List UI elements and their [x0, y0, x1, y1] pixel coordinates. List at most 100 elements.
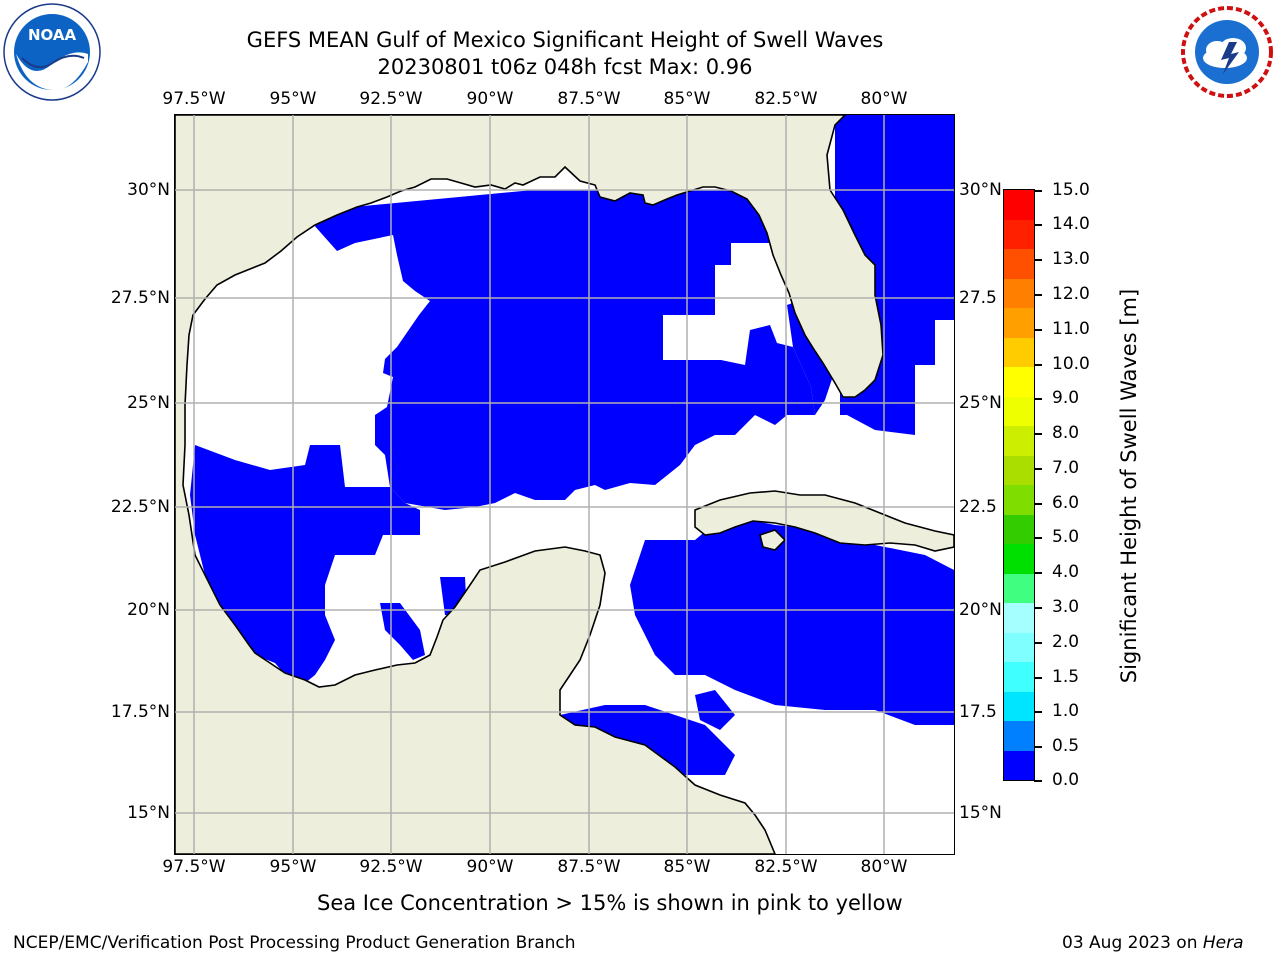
colorbar-segment — [1004, 219, 1034, 249]
colorbar-tick — [1034, 190, 1042, 192]
colorbar — [1003, 189, 1035, 781]
colorbar-segment — [1004, 691, 1034, 721]
lon-tick-bottom: 87.5°W — [557, 857, 621, 877]
lat-tick-right: 22.5 — [959, 497, 997, 517]
colorbar-label: 0.0 — [1052, 770, 1080, 790]
footer-date: 03 Aug 2023 on — [1062, 933, 1203, 953]
colorbar-segment — [1004, 278, 1034, 308]
colorbar-segment — [1004, 603, 1034, 633]
footer-right: 03 Aug 2023 on Hera — [1062, 933, 1244, 953]
colorbar-segment — [1004, 750, 1034, 780]
footer-left: NCEP/EMC/Verification Post Processing Pr… — [13, 933, 576, 953]
colorbar-title: Significant Height of Swell Waves [m] — [1117, 288, 1141, 684]
colorbar-tick — [1034, 642, 1042, 644]
lat-tick-right: 20°N — [959, 600, 1002, 620]
colorbar-segment — [1004, 337, 1034, 367]
lon-tick-top: 97.5°W — [162, 89, 226, 109]
lon-tick-bottom: 95°W — [269, 857, 317, 877]
colorbar-tick — [1034, 677, 1042, 679]
colorbar-tick — [1034, 572, 1042, 574]
colorbar-segment — [1004, 426, 1034, 456]
colorbar-label: 5.0 — [1052, 527, 1080, 547]
colorbar-segment — [1004, 308, 1034, 338]
lat-tick-right: 27.5 — [959, 288, 997, 308]
colorbar-label: 0.5 — [1052, 736, 1080, 756]
colorbar-tick — [1034, 711, 1042, 713]
land-cuba — [694, 490, 954, 552]
colorbar-label: 1.0 — [1052, 701, 1080, 721]
colorbar-label: 2.0 — [1052, 632, 1080, 652]
colorbar-segment — [1004, 632, 1034, 662]
lon-tick-top: 95°W — [269, 89, 317, 109]
lon-tick-top: 90°W — [466, 89, 514, 109]
colorbar-label: 1.5 — [1052, 667, 1080, 687]
lat-tick-right: 15°N — [959, 803, 1002, 823]
colorbar-label: 9.0 — [1052, 388, 1080, 408]
colorbar-tick — [1034, 433, 1042, 435]
colorbar-tick — [1034, 537, 1042, 539]
colorbar-segment — [1004, 544, 1034, 574]
colorbar-label: 10.0 — [1052, 354, 1090, 374]
lat-tick-left: 25°N — [127, 393, 170, 413]
lat-tick-right: 30°N — [959, 180, 1002, 200]
colorbar-tick — [1034, 259, 1042, 261]
colorbar-tick — [1034, 294, 1042, 296]
lat-tick-left: 30°N — [127, 180, 170, 200]
colorbar-tick — [1034, 364, 1042, 366]
colorbar-tick — [1034, 468, 1042, 470]
colorbar-label: 12.0 — [1052, 284, 1090, 304]
lon-tick-bottom: 92.5°W — [359, 857, 423, 877]
lon-tick-top: 85°W — [663, 89, 711, 109]
colorbar-label: 8.0 — [1052, 423, 1080, 443]
colorbar-tick — [1034, 224, 1042, 226]
colorbar-label: 11.0 — [1052, 319, 1090, 339]
colorbar-label: 13.0 — [1052, 249, 1090, 269]
lon-tick-top: 87.5°W — [557, 89, 621, 109]
colorbar-segment — [1004, 573, 1034, 603]
lon-tick-top: 92.5°W — [359, 89, 423, 109]
lat-tick-left: 22.5°N — [110, 497, 170, 517]
colorbar-segment — [1004, 662, 1034, 692]
colorbar-label: 3.0 — [1052, 597, 1080, 617]
lat-tick-left: 17.5°N — [110, 702, 170, 722]
colorbar-label: 15.0 — [1052, 180, 1090, 200]
lat-tick-left: 27.5°N — [110, 288, 170, 308]
colorbar-label: 6.0 — [1052, 493, 1080, 513]
lat-tick-right: 17.5 — [959, 702, 997, 722]
colorbar-label: 4.0 — [1052, 562, 1080, 582]
land — [175, 115, 954, 854]
colorbar-segment — [1004, 455, 1034, 485]
lat-tick-right: 25°N — [959, 393, 1002, 413]
nws-logo — [1179, 4, 1275, 100]
map-svg — [175, 115, 954, 854]
colorbar-segment — [1004, 367, 1034, 397]
sea-ice-note: Sea Ice Concentration > 15% is shown in … — [317, 891, 903, 915]
colorbar-label: 14.0 — [1052, 214, 1090, 234]
noaa-logo: NOAA — [3, 3, 101, 101]
lon-tick-bottom: 80°W — [860, 857, 908, 877]
footer-machine: Hera — [1202, 933, 1244, 953]
land-isle-of-youth — [759, 529, 787, 551]
colorbar-tick — [1034, 503, 1042, 505]
lon-tick-bottom: 97.5°W — [162, 857, 226, 877]
map-panel — [175, 115, 954, 854]
colorbar-tick — [1034, 398, 1042, 400]
lon-tick-top: 80°W — [860, 89, 908, 109]
lon-tick-bottom: 85°W — [663, 857, 711, 877]
gridlines — [175, 115, 954, 854]
land-north-america — [175, 115, 884, 854]
lon-tick-top: 82.5°W — [754, 89, 818, 109]
colorbar-segment — [1004, 514, 1034, 544]
colorbar-segment — [1004, 396, 1034, 426]
colorbar-segment — [1004, 249, 1034, 279]
colorbar-segment — [1004, 721, 1034, 751]
lat-tick-left: 20°N — [127, 600, 170, 620]
colorbar-tick — [1034, 746, 1042, 748]
colorbar-segment — [1004, 190, 1034, 220]
colorbar-label: 7.0 — [1052, 458, 1080, 478]
lon-tick-bottom: 82.5°W — [754, 857, 818, 877]
lon-tick-bottom: 90°W — [466, 857, 514, 877]
map-subtitle: 20230801 t06z 048h fcst Max: 0.96 — [377, 55, 753, 79]
colorbar-tick — [1034, 329, 1042, 331]
colorbar-segment — [1004, 485, 1034, 515]
